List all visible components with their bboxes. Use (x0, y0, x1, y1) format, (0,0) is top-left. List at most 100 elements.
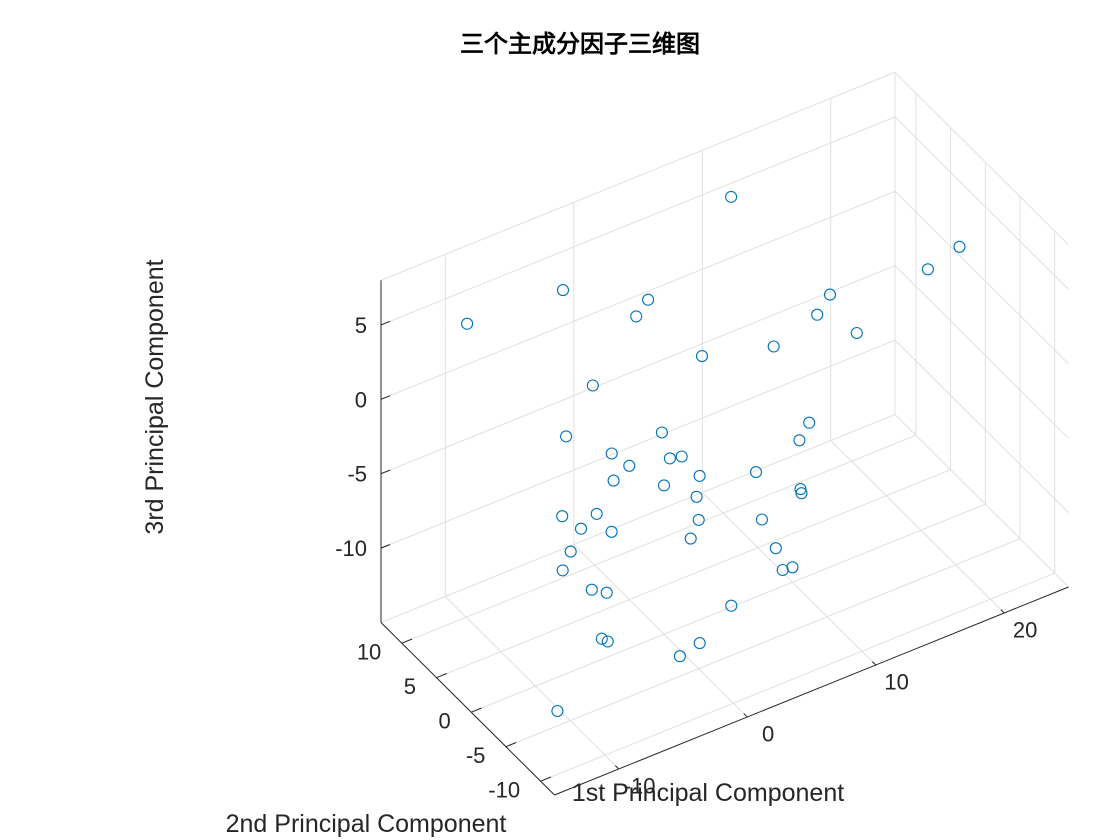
x-tick-label: -10 (624, 774, 656, 799)
gridline-floor-y (401, 434, 917, 644)
data-point (585, 583, 598, 596)
data-point (595, 632, 608, 645)
data-point (684, 532, 697, 545)
x-tick-mark (1000, 609, 1005, 614)
data-point (755, 513, 768, 526)
data-point (795, 487, 808, 500)
data-point (586, 379, 599, 392)
data-point (692, 513, 705, 526)
gridline-backwall-z (380, 339, 896, 549)
x-axis-label: 1st Principal Component (572, 779, 844, 807)
z-tick-label: -10 (335, 536, 367, 561)
z-tick-mark (380, 395, 391, 400)
z-tick-mark (380, 469, 391, 475)
data-point (607, 474, 620, 487)
data-point (657, 479, 671, 492)
gridline-floor-y (471, 503, 986, 713)
data-point (695, 350, 709, 363)
x-tick-mark (614, 765, 620, 770)
data-point (601, 635, 614, 648)
data-point (823, 288, 837, 301)
gridline-floor-x (444, 596, 620, 770)
gridline-floor-y (540, 572, 1055, 782)
gridline-sidewall-z (894, 190, 1069, 365)
y-tick-mark (401, 638, 413, 644)
data-point (850, 326, 863, 340)
x-tick-mark (743, 713, 748, 718)
y-tick-label: -10 (488, 778, 520, 803)
data-point (623, 459, 636, 472)
data-point (776, 563, 789, 577)
data-point (811, 308, 824, 321)
data-point (803, 416, 816, 429)
y-tick-label: -5 (466, 743, 486, 768)
data-point (769, 542, 782, 555)
data-point (556, 564, 569, 577)
x-tick-mark (871, 661, 877, 666)
data-point (767, 340, 780, 353)
data-point (600, 586, 613, 599)
gridline-backwall-z (380, 265, 896, 475)
gridline-floor-y (436, 469, 951, 679)
z-tick-label: 5 (355, 313, 367, 338)
gridline-floor-x (830, 440, 1005, 614)
data-point (560, 430, 573, 443)
data-point (794, 483, 807, 496)
y-tick-label: 0 (438, 709, 450, 734)
z-tick-label: -5 (347, 462, 367, 487)
x-tick-label: 10 (884, 670, 908, 695)
data-point (655, 426, 668, 439)
data-point (551, 704, 564, 718)
data-point (749, 466, 763, 479)
data-point (673, 650, 686, 663)
z-axis-label: 3rd Principal Component (141, 259, 169, 534)
data-point (605, 447, 618, 460)
y-tick-mark (540, 776, 552, 782)
z-tick-mark (380, 320, 391, 326)
data-point (556, 284, 570, 297)
y-tick-mark (436, 673, 447, 679)
x-tick-label: 20 (1013, 618, 1037, 643)
data-point (725, 599, 738, 612)
data-point (690, 490, 703, 503)
y-tick-mark (505, 742, 517, 748)
chart-title: 三个主成分因子三维图 (460, 30, 700, 58)
gridline-floor-y (505, 538, 1021, 748)
y-tick-label: 10 (357, 640, 381, 665)
data-point (642, 293, 655, 306)
z-tick-label: 0 (355, 387, 367, 412)
floor-edge (894, 414, 1069, 588)
data-point (590, 507, 603, 520)
data-point (605, 525, 618, 538)
gridline-backwall-z (380, 116, 896, 326)
y-axis-line (380, 622, 555, 796)
gridline-floor-x (701, 492, 877, 666)
data-point (630, 310, 643, 323)
y-tick-mark (471, 707, 482, 713)
data-point (786, 561, 799, 574)
data-point (461, 317, 474, 330)
x-tick-label: 0 (762, 722, 774, 747)
data-point (693, 637, 706, 650)
gridline-sidewall-z (894, 265, 1069, 439)
data-point (953, 240, 966, 253)
z-tick-mark (380, 544, 391, 549)
wall-edge (380, 71, 896, 281)
gridline-floor-x (573, 544, 748, 718)
data-point (574, 522, 588, 535)
gridline-sidewall-z (894, 339, 1069, 513)
data-point (693, 469, 706, 482)
gridline-sidewall-z (894, 116, 1069, 290)
data-point (556, 510, 569, 523)
x-axis-line (554, 586, 1069, 796)
data-point (675, 450, 688, 463)
floor-edge (380, 414, 896, 623)
axis-lines (380, 280, 1069, 796)
data-point (725, 190, 738, 203)
data-point (663, 452, 676, 465)
data-point (793, 434, 806, 447)
data-point (564, 545, 577, 558)
data-point (921, 263, 934, 276)
